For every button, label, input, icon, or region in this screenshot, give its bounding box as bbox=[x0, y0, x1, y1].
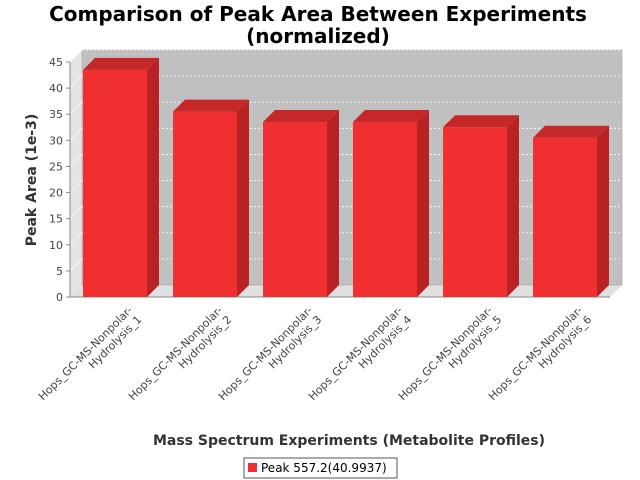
gridline-side bbox=[69, 180, 83, 193]
x-category-labels: Hops_GC-MS-Nonpolar-Hydrolysis_1Hops_GC-… bbox=[36, 304, 594, 412]
bars bbox=[83, 57, 609, 298]
chart-subtitle: (normalized) bbox=[246, 24, 390, 48]
gridline-side bbox=[69, 49, 83, 63]
y-tick-label: 15 bbox=[49, 213, 63, 226]
bar-front bbox=[443, 127, 507, 298]
y-tick-label: 20 bbox=[49, 187, 63, 200]
legend-label: Peak 557.2(40.9937) bbox=[261, 461, 387, 475]
y-tick-label: 30 bbox=[49, 134, 63, 147]
gridline-side bbox=[69, 128, 83, 141]
bar bbox=[83, 57, 159, 298]
x-axis-label: Mass Spectrum Experiments (Metabolite Pr… bbox=[153, 433, 545, 449]
x-tick-label: Hops_GC-MS-Nonpolar-Hydrolysis_6 bbox=[486, 304, 594, 412]
axes bbox=[69, 62, 610, 298]
plot-side-wall bbox=[70, 50, 82, 297]
bar-top bbox=[263, 110, 339, 123]
legend-box bbox=[243, 457, 398, 479]
bar-front bbox=[263, 122, 327, 297]
legend: Peak 557.2(40.9937) bbox=[243, 457, 398, 479]
plot-area bbox=[70, 49, 623, 297]
bar-top bbox=[173, 99, 249, 112]
y-tick-label: 5 bbox=[56, 265, 63, 278]
gridlines bbox=[69, 49, 622, 272]
bar-front bbox=[173, 111, 237, 297]
gridline-side bbox=[69, 102, 83, 115]
chart-title: Comparison of Peak Area Between Experime… bbox=[49, 2, 587, 26]
bar-side bbox=[507, 115, 519, 298]
y-tick-label: 25 bbox=[49, 160, 63, 173]
y-tick-labels: 0 5 10 15 20 25 30 35 40 45 bbox=[49, 56, 70, 304]
bar-top bbox=[533, 125, 609, 138]
bar-side bbox=[147, 57, 159, 298]
gridline-side bbox=[69, 232, 83, 245]
bar-front bbox=[83, 69, 147, 297]
bar-top bbox=[83, 57, 159, 70]
bar-side bbox=[237, 99, 249, 297]
legend-swatch bbox=[248, 463, 257, 472]
bar bbox=[353, 110, 429, 297]
gridline-side bbox=[69, 206, 83, 219]
bar-side bbox=[597, 125, 609, 297]
y-tick-label: 45 bbox=[49, 56, 63, 69]
bar-top bbox=[443, 115, 519, 128]
bar bbox=[443, 115, 519, 298]
bar-side bbox=[327, 110, 339, 297]
bar bbox=[533, 125, 609, 297]
y-tick-label: 0 bbox=[56, 291, 63, 304]
y-tick-label: 10 bbox=[49, 239, 63, 252]
plot-back-wall bbox=[81, 49, 623, 286]
y-axis-label: Peak Area (1e-3) bbox=[24, 114, 40, 247]
y-tick-label: 35 bbox=[49, 108, 63, 121]
gridline-side bbox=[69, 258, 83, 272]
bar bbox=[263, 110, 339, 297]
gridline-side bbox=[69, 75, 83, 89]
bar bbox=[173, 99, 249, 297]
bar-front bbox=[533, 137, 597, 297]
gridline-side bbox=[69, 154, 83, 167]
bar-side bbox=[417, 110, 429, 297]
bar-top bbox=[353, 110, 429, 123]
y-tick-label: 40 bbox=[49, 82, 63, 95]
bar-front bbox=[353, 122, 417, 297]
